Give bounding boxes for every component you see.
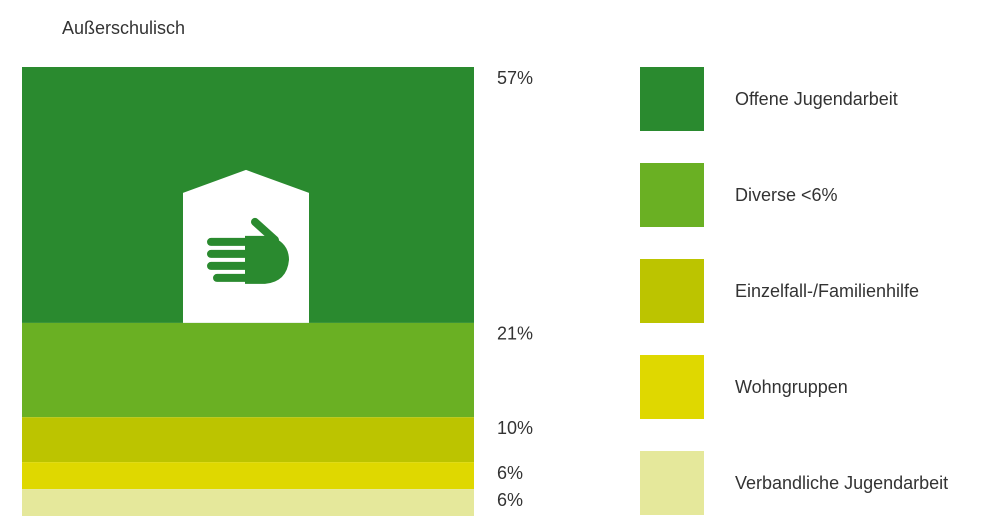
legend-swatch bbox=[640, 163, 704, 227]
legend-swatch bbox=[640, 259, 704, 323]
legend-label: Einzelfall-/Familienhilfe bbox=[735, 281, 919, 301]
chart-title: Außerschulisch bbox=[62, 18, 185, 38]
value-label: 6% bbox=[497, 490, 523, 510]
bar-segment bbox=[22, 462, 474, 490]
legend-swatch bbox=[640, 355, 704, 419]
bars bbox=[22, 67, 474, 516]
legend-label: Diverse <6% bbox=[735, 185, 838, 205]
legend-swatch bbox=[640, 67, 704, 131]
legend-swatch bbox=[640, 451, 704, 515]
bar-segment bbox=[22, 489, 474, 516]
legend-label: Wohngruppen bbox=[735, 377, 848, 397]
legend-label: Verbandliche Jugendarbeit bbox=[735, 473, 948, 493]
value-label: 10% bbox=[497, 418, 533, 438]
value-label: 6% bbox=[497, 463, 523, 483]
house-hand-icon bbox=[183, 169, 309, 323]
legend-label: Offene Jugendarbeit bbox=[735, 89, 898, 109]
bar-segment bbox=[22, 417, 474, 463]
value-label: 57% bbox=[497, 68, 533, 88]
value-label: 21% bbox=[497, 324, 533, 344]
bar-segment bbox=[22, 322, 474, 418]
